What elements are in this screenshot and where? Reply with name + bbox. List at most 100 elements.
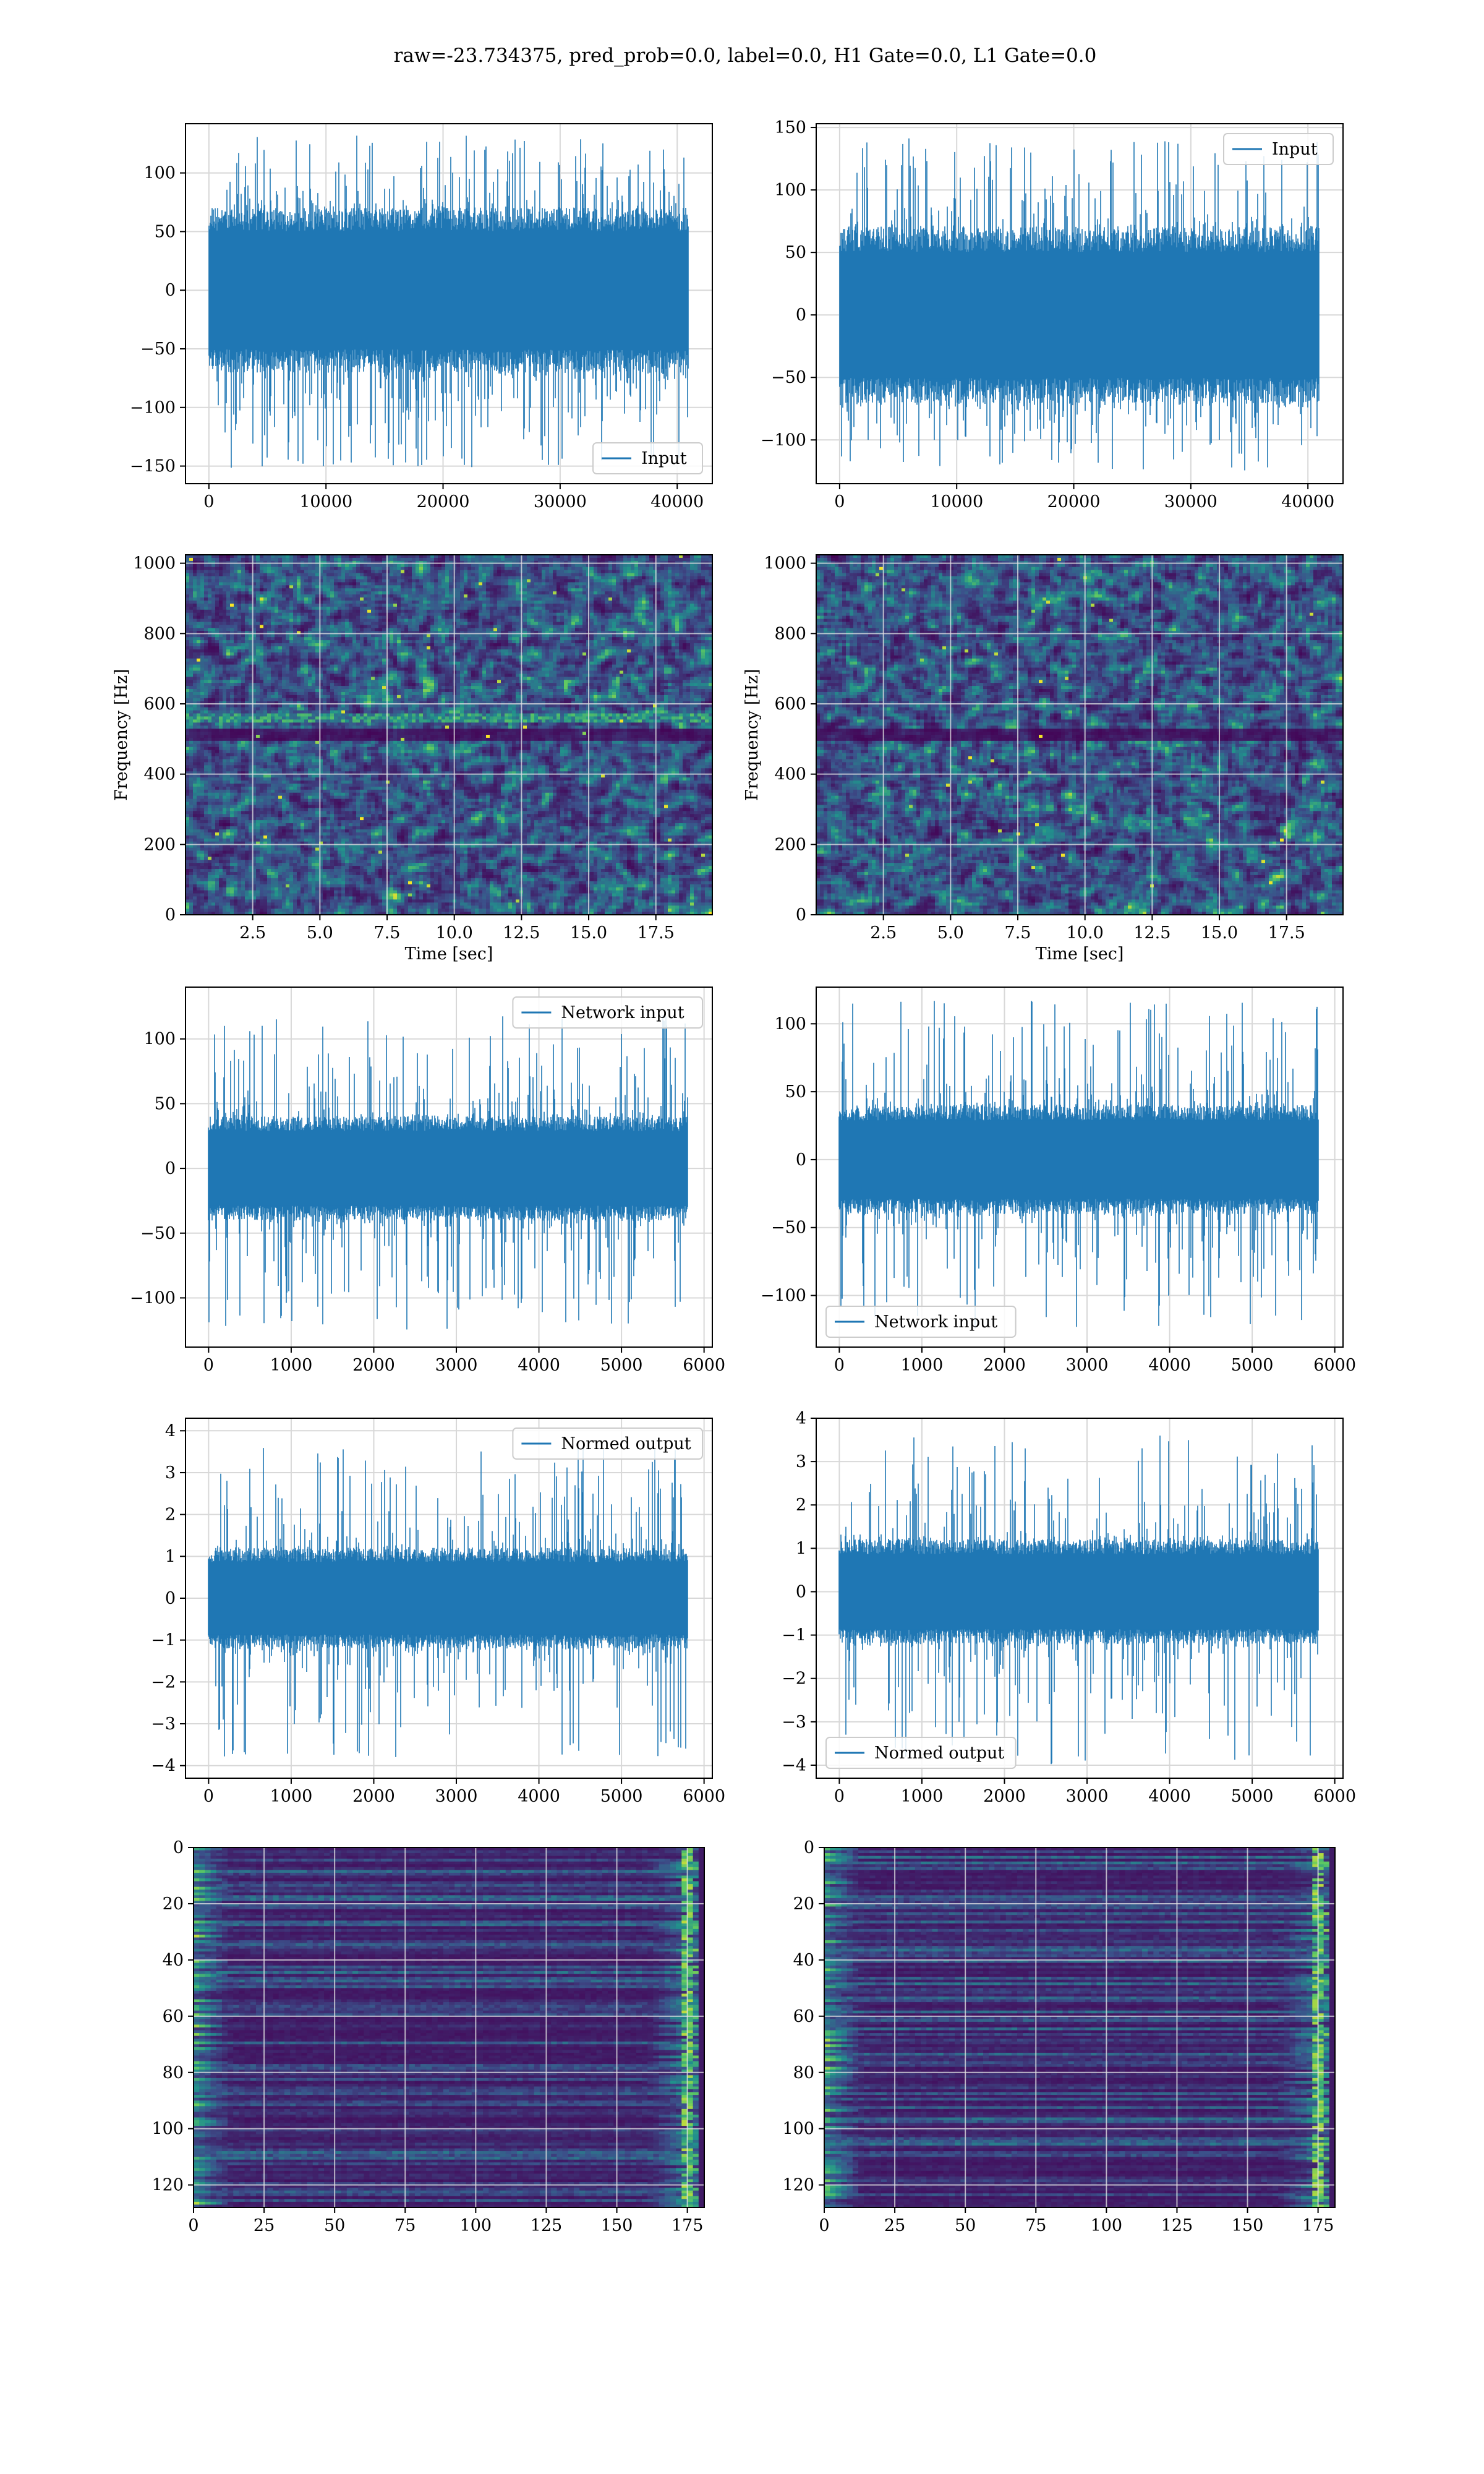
heat-cell [460,613,464,617]
heat-cell [245,628,249,631]
heat-cell [556,576,561,580]
heat-cell [620,634,624,638]
heat-cell [608,597,613,601]
heat-cell [638,564,642,568]
heat-cell [371,625,375,628]
heat-cell [256,610,260,614]
heat-cell [601,613,605,617]
heat-cell [582,579,587,583]
heat-cell [234,622,238,626]
heat-cell [286,622,290,626]
heat-cell [427,613,431,617]
heat-cell [623,613,628,617]
heat-cell [672,573,676,577]
heat-cell [330,582,335,586]
heat-cell [401,588,405,592]
heat-cell [419,591,424,595]
heat-cell [638,558,642,562]
heat-cell [430,616,435,620]
heat-cell [378,616,383,620]
heat-cell [694,594,698,598]
heat-cell [360,594,364,598]
y-tick-label: 150 [774,118,806,137]
heat-cell [293,579,297,583]
heat-cell [434,622,438,626]
heat-cell [534,564,539,568]
heat-cell [679,558,683,562]
heat-cell [245,576,249,580]
heat-cell [408,625,412,628]
heat-cell [646,585,650,589]
heat-cell [582,604,587,607]
heat-cell [686,558,691,562]
heat-cell [208,604,212,607]
heat-cell [560,622,565,626]
heat-cell [397,601,401,604]
heat-cell [683,567,687,571]
heat-cell [467,625,472,628]
heat-cell [705,558,709,562]
heat-cell [445,588,450,592]
heat-cell [445,610,450,614]
heat-cell [479,613,483,617]
heat-cell [200,585,205,589]
heat-cell [608,570,613,574]
heat-cell [271,610,275,614]
heat-cell [627,628,631,631]
heat-cell [475,573,479,577]
heat-cell [675,582,680,586]
heat-cell [416,622,420,626]
heat-cell [345,564,349,568]
heat-cell [267,564,271,568]
heat-cell [315,604,320,607]
heat-cell [293,567,297,571]
heat-cell [631,597,635,601]
heat-cell [612,594,616,598]
heat-cell [434,567,438,571]
heat-cell [460,634,464,638]
heat-cell [204,576,208,580]
heat-cell [256,576,260,580]
heat-cell [193,591,197,595]
heat-cell [326,597,331,601]
heat-cell [263,570,268,574]
heat-cell [393,594,398,598]
heat-cell [627,579,631,583]
heat-cell [390,622,394,626]
heat-cell [308,573,312,577]
heat-cell [419,564,424,568]
heat-cell [516,613,520,617]
heat-cell [197,591,201,595]
heat-cell [312,576,316,580]
heat-cell [631,585,635,589]
heat-cell [371,591,375,595]
heat-cell [438,591,442,595]
heat-cell [289,594,294,598]
heat-cell [582,591,587,595]
heat-cell [616,591,620,595]
heat-cell [323,585,327,589]
heat-cell [204,567,208,571]
plot-input-l1: 0 10000 20000 30000 40000−100−50050100150Inp… [761,118,1343,511]
heat-cell [286,613,290,617]
heat-cell [438,607,442,610]
heat-cell [215,613,220,617]
heat-cell [705,607,709,610]
heat-cell [649,607,654,610]
heat-cell [460,576,464,580]
heat-cell [289,558,294,562]
heat-cell [360,585,364,589]
heat-cell [412,619,416,623]
heat-cell [204,619,208,623]
heat-cell [534,573,539,577]
heat-cell [193,622,197,626]
heat-cell [241,576,245,580]
heat-cell [256,582,260,586]
heat-cell [705,601,709,604]
heat-cell [208,576,212,580]
heat-cell [249,607,253,610]
heat-cell [672,625,676,628]
heat-cell [397,622,401,626]
heat-cell [657,622,661,626]
heat-cell [612,564,616,568]
